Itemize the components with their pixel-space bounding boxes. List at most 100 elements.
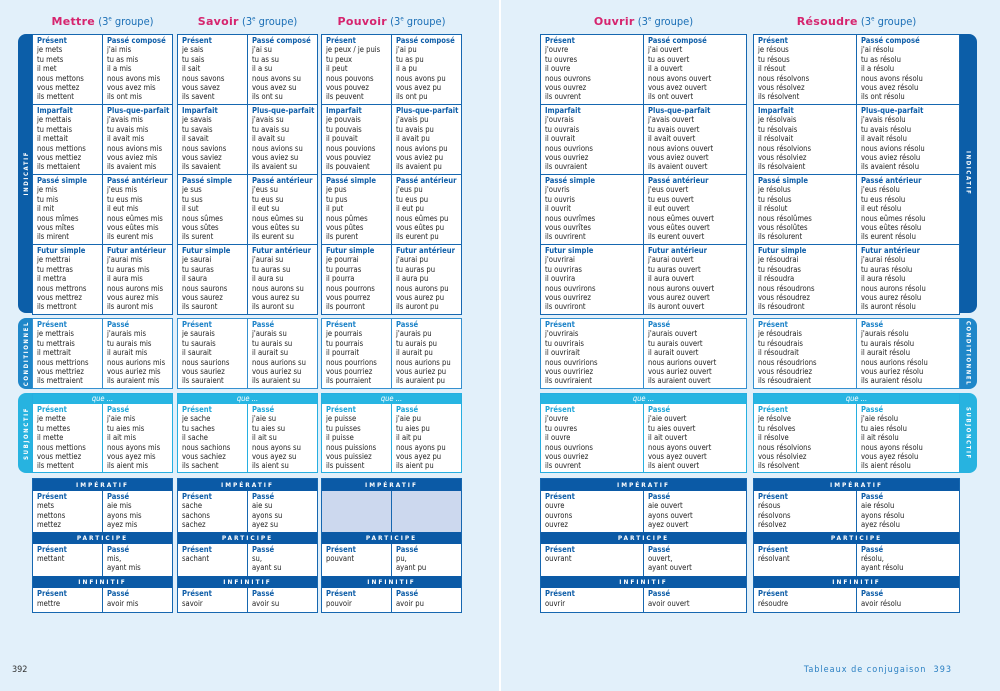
- tense-cell: Passé j'aurais mis tu aurais mis il aurait …: [102, 319, 172, 388]
- conjugated-form: vous eûtes su: [252, 223, 300, 233]
- section-title: Tableaux de conjugaison: [803, 665, 927, 675]
- conjugated-form: ils auront su: [252, 302, 294, 312]
- tense-label: Passé antérieur: [861, 176, 922, 185]
- tense-cell: Passé avoir résolu: [856, 588, 959, 612]
- conjugated-form: vous ayez mis: [107, 452, 156, 462]
- conjugated-form: ils pourraient: [326, 376, 372, 386]
- indicatif-block: Futur simple j'ouvrirai tu ouvriras il ouvr…: [540, 244, 747, 315]
- conjugated-form: je résoudrai: [758, 255, 799, 265]
- conjugated-form: nous aurons résolu: [861, 283, 926, 293]
- conjugated-form: ils auraient pu: [396, 376, 445, 386]
- tense-cell: Passé su, ayant su: [247, 543, 317, 577]
- conjugated-form: tu aurais mis: [107, 338, 152, 348]
- conjugated-form: vous mettrez: [37, 293, 82, 303]
- empty-cell: [322, 491, 391, 532]
- tense-label: Présent: [545, 492, 575, 501]
- tense-cell: Présent résoudre: [754, 588, 856, 612]
- conjugated-form: pouvoir: [326, 598, 352, 608]
- participe-body: Présent pouvant Passé pu, ayant pu: [322, 543, 461, 577]
- conjugated-form: nous aurons mis: [107, 283, 164, 293]
- tense-label: Présent: [758, 320, 788, 329]
- conjugated-form: je pouvais: [326, 115, 361, 125]
- conjugated-form: j'avais ouvert: [648, 115, 695, 125]
- tense-cell: Passé j'aurais su tu aurais su il aurait su…: [247, 319, 317, 388]
- conjugated-form: tu mettrais: [37, 338, 75, 348]
- conjugated-form: il résout: [758, 64, 786, 74]
- tense-label: Imparfait: [758, 106, 794, 115]
- conjugated-form: je saurai: [182, 255, 212, 265]
- conjugated-form: nous ayons su: [252, 442, 301, 452]
- tense-cell: Passé j'aurais pu tu aurais pu il aurait pu…: [391, 319, 461, 388]
- tense-label: Passé: [252, 405, 275, 414]
- conjugated-form: tu mettes: [37, 423, 71, 433]
- tense-cell: Futur antérieur j'aurai mis tu auras mis il…: [102, 245, 172, 314]
- verb-group-sup: e: [647, 15, 652, 23]
- conjugated-form: vous eûtes mis: [107, 223, 159, 233]
- tense-cell: Présent je sais tu sais il sait nous savons v…: [178, 35, 247, 104]
- conjugated-form: sache: [182, 501, 203, 511]
- conjugated-form: nous pûmes: [326, 213, 368, 223]
- tense-cell: Présent résous résolvons résolvez: [754, 491, 856, 532]
- tense-cell: Présent mets mettons mettez: [33, 491, 102, 532]
- conjugated-form: je résous: [758, 45, 789, 55]
- conjugated-form: tu eus pu: [396, 194, 429, 204]
- conjugated-form: ils auront mis: [107, 302, 154, 312]
- indicatif-block: Présent je mets tu mets il met nous mettons v…: [32, 34, 173, 105]
- conjugated-form: je résolvais: [758, 115, 797, 125]
- mood-label: INDICATIF: [22, 151, 30, 196]
- conjugated-form: j'aie résolu: [861, 414, 899, 424]
- conjugated-form: tu résoudrais: [758, 338, 803, 348]
- conjugated-form: tu eus ouvert: [648, 194, 694, 204]
- conjugated-form: je mette: [37, 414, 66, 424]
- tense-cell: Présent ouvrant: [541, 544, 643, 577]
- conjugated-form: il saurait: [182, 348, 212, 358]
- tense-label: Passé: [107, 492, 130, 501]
- tense-cell: Passé aie résolu ayons résolu ayez résolu: [856, 491, 959, 532]
- conjugated-form: ils avaient pu: [396, 162, 442, 172]
- conjugated-form: vous ouvriez: [545, 153, 589, 163]
- tense-label: Présent: [545, 405, 575, 414]
- participe-header: PARTICIPE: [322, 531, 461, 544]
- tense-label: Présent: [326, 544, 356, 554]
- tense-label: Passé antérieur: [648, 176, 709, 185]
- conjugated-form: ayons résolu: [861, 510, 905, 520]
- conjugated-form: il ouvrit: [545, 204, 571, 214]
- infinitif-header: INFINITIF: [541, 576, 746, 589]
- conjugated-form: ils eurent mis: [107, 232, 154, 242]
- subjonctif-block: que ... Présent je mette tu mettes il mette n…: [32, 393, 173, 473]
- conjugated-form: ouvrez: [545, 520, 568, 530]
- conjugated-form: tu auras résolu: [861, 264, 913, 274]
- conjugated-form: je sache: [182, 414, 211, 424]
- que-header: que ...: [754, 394, 959, 404]
- conjugated-form: ils savaient: [182, 162, 221, 172]
- conjugated-form: vous aurez pu: [396, 293, 445, 303]
- tense-cell: Passé j'aie ouvert tu aies ouvert il ait ou…: [643, 404, 746, 472]
- conjugated-form: résoudre: [758, 598, 789, 608]
- tense-cell: Passé ouvert, ayant ouvert: [643, 543, 746, 577]
- tense-cell: Passé j'aie su tu aies su il ait su nous ayo…: [247, 404, 317, 472]
- conjugated-form: vous ayez résolu: [861, 452, 919, 462]
- verb-name: Savoir: [197, 15, 239, 28]
- conjugated-form: ils mettraient: [37, 376, 83, 386]
- tense-label: Passé: [648, 589, 671, 599]
- tense-cell: Présent je mets tu mets il met nous mettons v…: [33, 35, 102, 104]
- conjugated-form: nous ouvrions: [545, 442, 593, 452]
- conjugated-form: ils avaient mis: [107, 162, 157, 172]
- conjugated-form: il mettait: [37, 134, 68, 144]
- conjugated-form: tu sus: [182, 194, 203, 204]
- infinitif-body: Présent résoudre Passé avoir résolu: [754, 588, 959, 612]
- conjugated-form: vous résolviez: [758, 153, 807, 163]
- conjugated-form: tu avais résolu: [861, 124, 912, 134]
- conjugated-form: ayant pu: [396, 563, 427, 573]
- conjugated-form: vous résolvez: [758, 83, 805, 93]
- conjugated-form: tu eus résolu: [861, 194, 906, 204]
- conjugated-form: ils pourront: [326, 302, 365, 312]
- tense-label: Passé: [861, 589, 884, 599]
- infinitif-body: Présent ouvrir Passé avoir ouvert: [541, 588, 746, 612]
- conjugated-form: ayant mis: [107, 563, 141, 573]
- conjugated-form: sachons: [182, 510, 210, 520]
- tense-cell: Imparfait je résolvais tu résolvais il réso…: [754, 105, 856, 174]
- conjugated-form: nous ayons pu: [396, 442, 446, 452]
- conjugated-form: ils avaient résolu: [861, 162, 920, 172]
- conjugated-form: nous eûmes mis: [107, 213, 163, 223]
